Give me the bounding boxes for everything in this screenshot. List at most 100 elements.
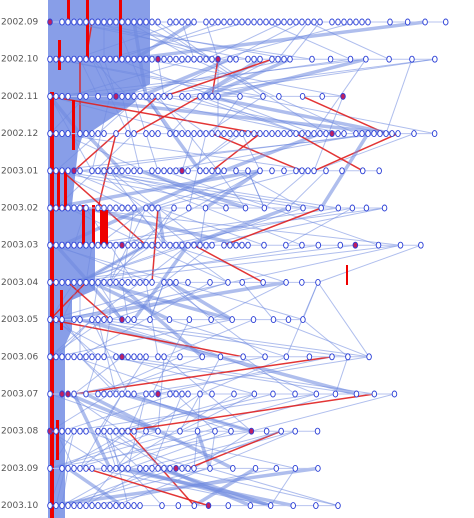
node [197, 390, 203, 398]
node [107, 427, 113, 435]
node [65, 241, 71, 249]
node [209, 167, 215, 175]
node [329, 18, 335, 26]
node [47, 204, 53, 212]
node [119, 502, 125, 510]
link [302, 319, 349, 358]
node [95, 18, 101, 26]
link [67, 281, 111, 321]
node [101, 427, 107, 435]
link [73, 21, 183, 60]
node [221, 167, 227, 175]
node [212, 427, 218, 435]
link [55, 467, 211, 507]
link [187, 95, 303, 135]
node [77, 427, 83, 435]
node [95, 427, 101, 435]
node [278, 427, 284, 435]
node [149, 55, 155, 63]
node [59, 241, 65, 249]
node [65, 130, 71, 138]
node [315, 278, 321, 286]
node [397, 241, 404, 249]
link [97, 430, 141, 469]
link [169, 282, 212, 320]
node [359, 167, 366, 175]
node [442, 18, 449, 26]
link [79, 430, 129, 469]
node [125, 18, 131, 26]
node [185, 55, 191, 63]
link [295, 132, 364, 172]
node [233, 55, 239, 63]
node [221, 241, 227, 249]
node [352, 241, 359, 249]
node [203, 130, 209, 138]
node [179, 18, 185, 26]
node [161, 92, 167, 100]
node [89, 353, 95, 361]
node [147, 316, 153, 324]
link [49, 319, 105, 358]
node [159, 502, 165, 510]
node [209, 390, 215, 398]
link [103, 430, 123, 469]
node [227, 241, 233, 249]
node [185, 464, 191, 472]
node [155, 167, 161, 175]
node [353, 130, 359, 138]
node [221, 18, 227, 26]
node [137, 502, 143, 510]
node [107, 55, 113, 63]
row-label: 2003.05 [1, 315, 38, 325]
link [223, 131, 321, 173]
link [302, 95, 387, 135]
node [257, 18, 263, 26]
node [53, 278, 59, 286]
highlight-bar [57, 170, 60, 210]
node [215, 167, 221, 175]
link [67, 170, 159, 209]
node [239, 278, 245, 286]
node [205, 502, 212, 510]
node [155, 130, 161, 138]
node [89, 241, 95, 249]
node [161, 55, 167, 63]
node [233, 130, 239, 138]
node [131, 353, 137, 361]
link [67, 21, 249, 60]
node [292, 427, 298, 435]
node [167, 241, 173, 249]
node [89, 55, 95, 63]
node [167, 390, 173, 398]
node [252, 464, 259, 472]
node [83, 502, 89, 510]
node [125, 316, 131, 324]
node [293, 18, 299, 26]
link [49, 318, 244, 358]
node [113, 353, 119, 361]
node [83, 92, 89, 100]
node [242, 204, 249, 212]
node [287, 18, 293, 26]
node [125, 353, 131, 361]
node [101, 130, 107, 138]
node [240, 353, 246, 361]
node [155, 204, 161, 212]
link [85, 245, 93, 283]
link [49, 244, 356, 283]
row-label: 2003.01 [1, 166, 38, 176]
node [149, 130, 155, 138]
node [95, 204, 101, 212]
link [49, 133, 387, 172]
link [139, 57, 231, 99]
node [71, 241, 77, 249]
link [97, 319, 370, 358]
node [161, 278, 167, 286]
node [339, 167, 345, 175]
node [89, 502, 95, 510]
node [119, 353, 125, 361]
link [115, 393, 255, 432]
link [91, 280, 171, 322]
node [71, 278, 77, 286]
